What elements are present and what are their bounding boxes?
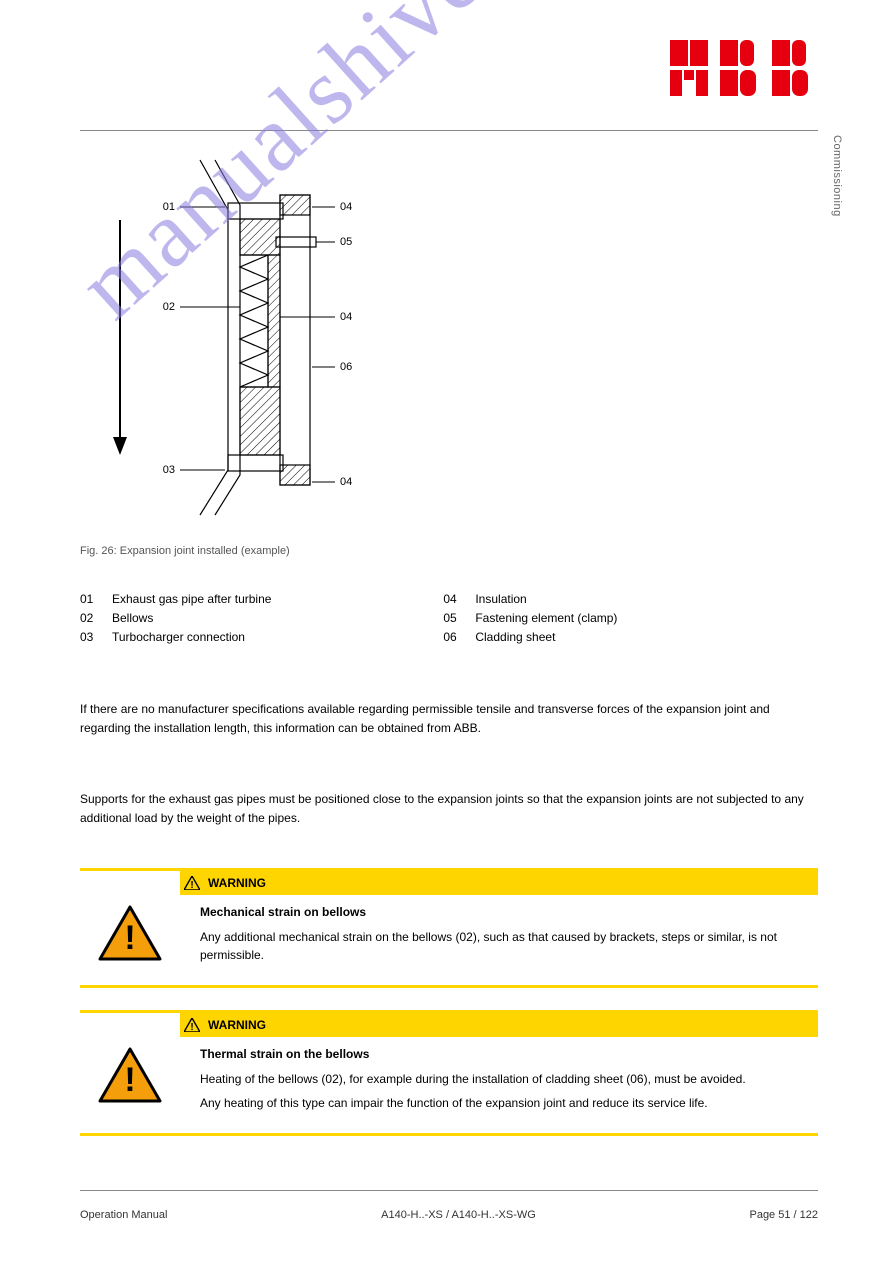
warning-title: WARNING [208,876,266,890]
warning-triangle-icon: ! [98,1047,162,1108]
legend-row: 05Fastening element (clamp) [443,609,803,628]
legend: 01Exhaust gas pipe after turbine 02Bello… [80,590,818,648]
legend-row: 03Turbocharger connection [80,628,440,647]
warning-block-1: ! WARNING ! Mechanical strain on bellows… [80,868,818,988]
paragraph-2: Supports for the exhaust gas pipes must … [80,790,818,827]
legend-row: 02Bellows [80,609,440,628]
svg-text:!: ! [190,1022,193,1032]
warning-subtitle: Mechanical strain on bellows [200,905,366,919]
brand-logo [668,40,818,101]
warning-body-2: Any heating of this type can impair the … [200,1094,818,1113]
callout-01: 01 [163,201,175,213]
legend-row: 04Insulation [443,590,803,609]
legend-row: 01Exhaust gas pipe after turbine [80,590,440,609]
page-footer: Operation Manual A140-H..-XS / A140-H..-… [80,1209,818,1221]
expansion-joint-diagram: 01 02 03 04 05 04 06 04 [80,155,410,520]
callout-06: 06 [340,361,352,373]
svg-text:!: ! [124,1061,135,1099]
svg-text:!: ! [190,880,193,890]
callout-03: 03 [163,464,175,476]
warning-title: WARNING [208,1018,266,1032]
footer-left: Operation Manual [80,1209,167,1221]
warning-small-icon: ! [184,876,200,890]
svg-text:!: ! [124,919,135,957]
warning-triangle-icon: ! [98,905,162,966]
callout-05: 05 [340,236,352,248]
warning-body: Any additional mechanical strain on the … [200,928,818,965]
warning-body-1: Heating of the bellows (02), for example… [200,1070,818,1089]
header-rule [80,130,818,131]
warning-subtitle: Thermal strain on the bellows [200,1047,369,1061]
paragraph-1: If there are no manufacturer specificati… [80,700,818,737]
callout-04b: 04 [340,311,352,323]
callout-02: 02 [163,301,175,313]
warning-block-2: ! WARNING ! Thermal strain on the bellow… [80,1010,818,1136]
callout-04c: 04 [340,476,352,488]
callout-04a: 04 [340,201,352,213]
footer-mid: A140-H..-XS / A140-H..-XS-WG [381,1209,536,1221]
chapter-side-label: Commissioning [831,135,843,217]
footer-rule [80,1190,818,1191]
figure-caption: Fig. 26: Expansion joint installed (exam… [80,545,290,557]
footer-right: Page 51 / 122 [749,1209,818,1221]
legend-row: 06Cladding sheet [443,628,803,647]
warning-small-icon: ! [184,1018,200,1032]
